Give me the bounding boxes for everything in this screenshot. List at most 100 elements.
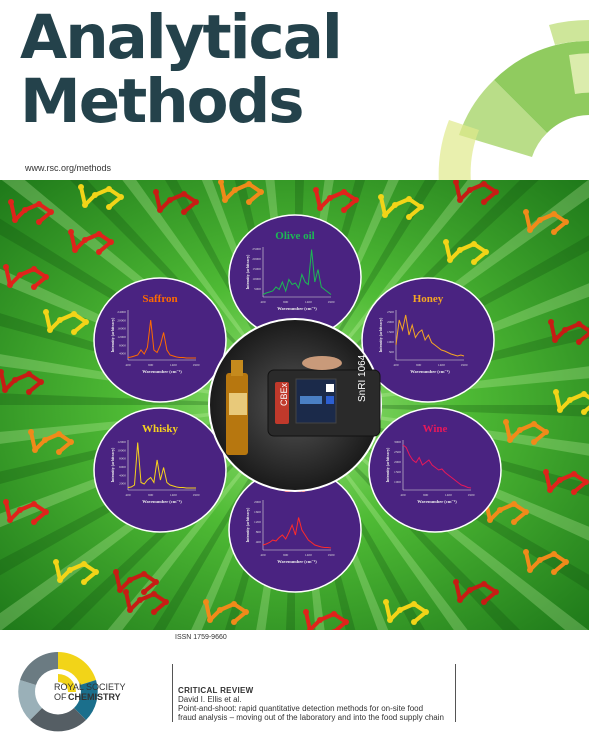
rsc-logo[interactable]: ROYAL SOCIETY OF CHEMISTRY [14, 648, 164, 740]
x-tick-label: 1900 [328, 300, 335, 304]
x-tick-label: 900 [283, 553, 289, 557]
molecule [153, 189, 199, 215]
molecule [553, 389, 589, 415]
x-tick-label: 400 [125, 493, 131, 497]
y-tick-label: 6000 [119, 465, 126, 469]
y-axis-label: Intensity (arbitrary) [110, 447, 115, 482]
x-axis-label: Wavenumber (cm⁻¹) [417, 499, 457, 504]
molecule [523, 209, 569, 235]
y-tick-label: 800 [256, 530, 262, 534]
y-tick-label: 4000 [119, 352, 126, 356]
x-tick-label: 1900 [193, 363, 200, 367]
x-tick-label: 1900 [328, 553, 335, 557]
y-axis-label: Intensity (arbitrary) [385, 447, 390, 482]
molecule [68, 229, 114, 255]
spectrum-line [127, 319, 196, 359]
issn: ISSN 1759-9660 [175, 634, 227, 641]
device-label: SnRI 1064 [357, 354, 368, 402]
spectrum-line [262, 517, 332, 549]
article-type: CRITICAL REVIEW [178, 686, 254, 695]
y-tick-label: 4000 [119, 473, 126, 477]
molecule [28, 429, 74, 455]
spectrum-panel-olive-oil: Olive oil 25000 20000 15000 10000 5000 400 900 1… [228, 214, 362, 340]
y-tick-label: 5000 [254, 287, 261, 291]
y-axis-label: Intensity (arbitrary) [110, 317, 115, 352]
spectrum-line [127, 442, 196, 489]
y-axis-label: Intensity (arbitrary) [245, 254, 250, 289]
y-tick-label: 2500 [387, 310, 394, 314]
molecule [123, 589, 169, 615]
x-tick-label: 400 [260, 300, 266, 304]
spectrum-panel-whisky: Whisky 12000 10000 8000 6000 4000 2000 400 900 14… [93, 407, 227, 533]
molecule [303, 609, 349, 630]
molecule [218, 180, 264, 205]
spectrum-line [262, 249, 332, 295]
x-axis-label: Wavenumber (cm⁻¹) [142, 369, 182, 374]
y-tick-label: 500 [389, 350, 395, 354]
y-tick-label: 1600 [254, 510, 261, 514]
y-tick-label: 2000 [394, 460, 401, 464]
y-tick-label: 400 [256, 540, 262, 544]
rsc-line1: ROYAL SOCIETY [54, 682, 126, 692]
molecule [8, 199, 54, 225]
molecule [383, 599, 429, 625]
y-tick-label: 16000 [117, 327, 126, 331]
x-tick-label: 1400 [305, 553, 312, 557]
x-tick-label: 400 [260, 553, 266, 557]
x-tick-label: 1900 [468, 493, 475, 497]
y-tick-label: 8000 [119, 457, 126, 461]
journal-title: Analytical Methods [20, 6, 343, 137]
spectrum-title: Whisky [142, 423, 179, 435]
y-tick-label: 1000 [394, 480, 401, 484]
y-tick-label: 10000 [252, 277, 261, 281]
y-tick-label: 20000 [117, 318, 126, 322]
spectrum-panel-saffron: Saffron 24000 20000 16000 12000 8000 4000 400 90… [93, 277, 227, 403]
molecule-decorations [0, 180, 589, 630]
x-tick-label: 400 [400, 493, 406, 497]
y-tick-label: 12000 [117, 440, 126, 444]
illustration-svg: Olive oil 25000 20000 15000 10000 5000 400 900 1… [0, 180, 589, 630]
divider-right [455, 664, 456, 722]
hand [302, 356, 342, 370]
x-tick-label: 900 [423, 493, 429, 497]
molecule [113, 569, 159, 595]
rsc-line2: OF [54, 692, 67, 702]
device-brand: CBEx [279, 382, 289, 406]
x-axis-label: Wavenumber (cm⁻¹) [142, 499, 182, 504]
y-tick-label: 10000 [117, 448, 126, 452]
spectrum-title: Olive oil [275, 230, 314, 242]
y-tick-label: 2000 [119, 482, 126, 486]
spectrum-title: Saffron [142, 293, 177, 305]
y-axis-label: Intensity (arbitrary) [378, 317, 383, 352]
y-tick-label: 3000 [394, 440, 401, 444]
molecule [203, 599, 249, 625]
journal-url[interactable]: www.rsc.org/methods [25, 163, 112, 173]
x-tick-label: 1400 [170, 493, 177, 497]
x-tick-label: 1400 [445, 493, 452, 497]
x-tick-label: 900 [148, 363, 154, 367]
x-axis-label: Wavenumber (cm⁻¹) [277, 306, 317, 311]
spectrum-panel-wine: Wine 3000 2500 2000 1500 1000 400 900 1400 1900 Wa… [368, 407, 502, 533]
y-tick-label: 1500 [394, 470, 401, 474]
y-tick-label: 2000 [254, 500, 261, 504]
spectrum-panels: Olive oil 25000 20000 15000 10000 5000 400 900 1… [93, 214, 502, 593]
x-tick-label: 1400 [438, 363, 445, 367]
y-axis-label: Intensity (arbitrary) [245, 507, 250, 542]
spectrum-title: Wine [423, 423, 448, 435]
molecule [503, 419, 549, 445]
molecule [0, 369, 44, 395]
journal-title-line2: Methods [20, 66, 305, 137]
molecule [378, 194, 424, 220]
divider-left [172, 664, 173, 722]
spectrum-line [402, 444, 472, 489]
molecule [3, 499, 49, 525]
y-tick-label: 1000 [387, 340, 394, 344]
article-box[interactable]: CRITICAL REVIEW David I. Ellis et al. Po… [178, 686, 468, 722]
spectrum-line [395, 314, 465, 357]
molecule [543, 469, 589, 495]
x-tick-label: 1900 [193, 493, 200, 497]
article-title-line2: fraud analysis – moving out of the labor… [178, 713, 444, 722]
molecule [548, 319, 589, 345]
spectrum-panel-honey: Honey 2500 2000 1500 1000 500 400 900 1400 1900 Wa… [361, 277, 495, 403]
molecule [443, 239, 489, 265]
